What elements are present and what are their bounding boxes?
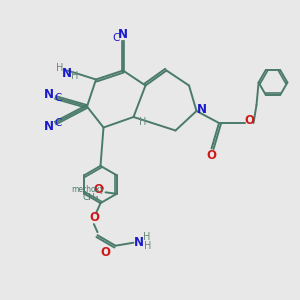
Text: H: H	[71, 71, 79, 81]
Text: N: N	[197, 103, 207, 116]
Text: N: N	[61, 67, 72, 80]
Text: CH₃: CH₃	[82, 193, 99, 202]
Text: O: O	[94, 183, 103, 196]
Text: N: N	[134, 236, 144, 249]
Text: C: C	[55, 118, 62, 128]
Text: methoxy: methoxy	[71, 185, 104, 194]
Text: C: C	[55, 93, 62, 103]
Text: H: H	[144, 241, 151, 251]
Text: H: H	[56, 63, 64, 74]
Text: C: C	[113, 33, 120, 43]
Text: N: N	[118, 28, 128, 41]
Text: O: O	[206, 148, 216, 162]
Text: N: N	[44, 120, 54, 133]
Text: N: N	[44, 88, 54, 101]
Text: H: H	[143, 232, 150, 242]
Text: O: O	[100, 246, 110, 259]
Text: O: O	[244, 113, 255, 127]
Text: O: O	[89, 211, 99, 224]
Text: H: H	[139, 117, 146, 128]
